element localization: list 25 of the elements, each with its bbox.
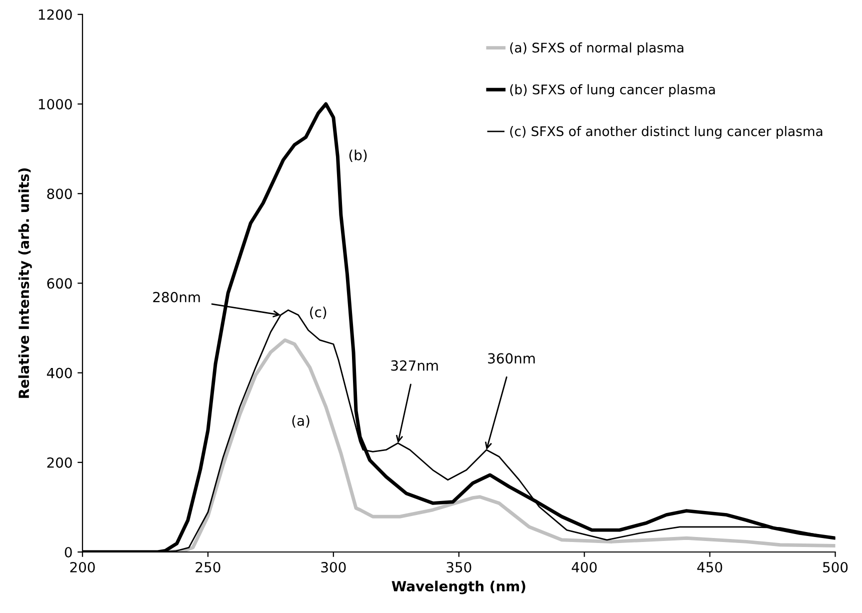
x-tick-label: 400: [572, 562, 597, 572]
x-tick-label: 500: [823, 562, 848, 572]
y-tick-label: 200: [47, 457, 72, 468]
x-tick-label: 450: [697, 562, 722, 572]
y-tick-label: 600: [47, 278, 72, 289]
x-tick-label: 350: [446, 562, 472, 572]
x-tick-label: 300: [321, 562, 346, 572]
x-tick-label: 250: [196, 562, 220, 572]
y-tick-label: 800: [47, 188, 72, 200]
y-tick-label: 0: [64, 546, 72, 558]
y-tick-label: 1200: [38, 9, 72, 20]
legend-label: (a) SFXS of normal plasma: [510, 42, 684, 56]
y-axis-title: Relative Intensity (arb. units): [18, 168, 32, 398]
legend-label: (b) SFXS of lung cancer plasma: [510, 84, 715, 97]
x-tick-label: 200: [70, 562, 95, 572]
annotation: 327nm: [391, 360, 438, 371]
annotation: 360nm: [488, 353, 535, 364]
y-tick-label: 400: [46, 368, 72, 378]
annotation: (c): [310, 306, 326, 319]
annotation: 280nm: [153, 292, 200, 302]
annotation: (a): [292, 415, 310, 428]
x-axis-title: Wavelength (nm): [392, 580, 526, 594]
annotation: (b): [349, 150, 367, 162]
legend-label: (c) SFXS of another distinct lung cancer plasma: [510, 126, 822, 139]
y-tick-label: 1000: [38, 98, 72, 110]
